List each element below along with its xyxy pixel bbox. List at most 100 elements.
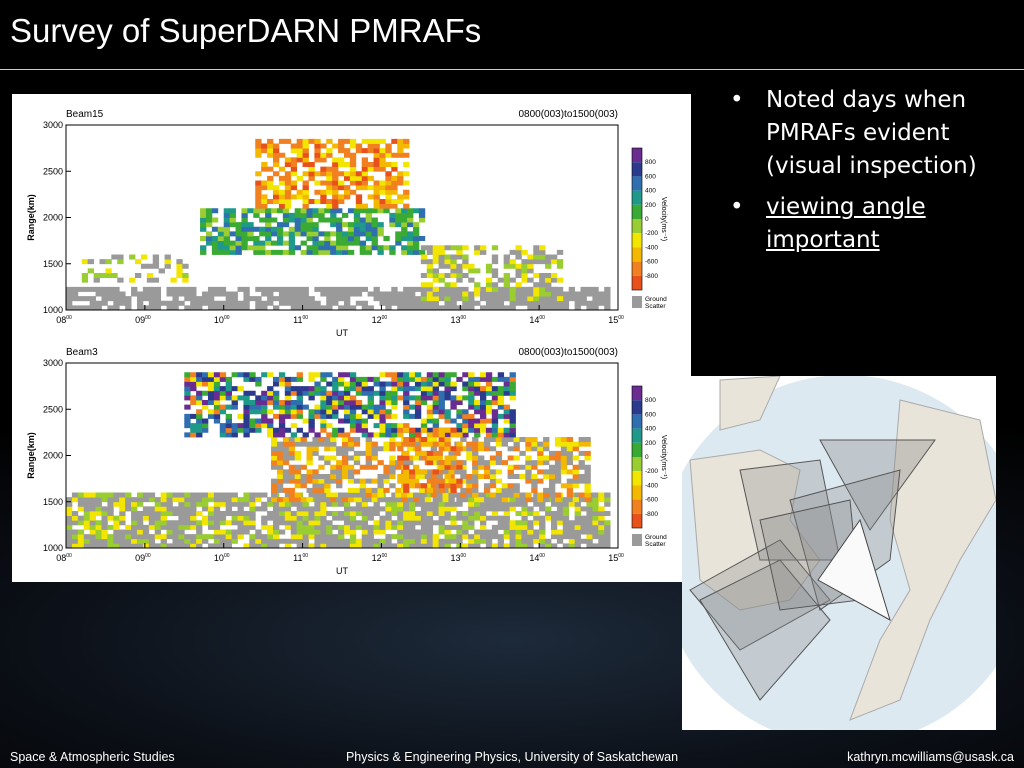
- slide-title: Survey of SuperDARN PMRAFs: [10, 12, 482, 49]
- scatter-cell: [373, 138, 380, 144]
- bullet[interactable]: viewing angle important: [728, 191, 1018, 257]
- scatter-cell: [101, 515, 108, 521]
- scatter-cell: [604, 511, 611, 517]
- scatter-cell: [592, 529, 599, 535]
- scatter-cell: [66, 534, 73, 540]
- scatter-cell: [136, 534, 144, 540]
- scatter-cell: [225, 543, 232, 549]
- scatter-cell: [312, 441, 319, 447]
- scatter-cell: [409, 376, 416, 382]
- scatter-cell: [300, 222, 307, 228]
- scatter-cell: [202, 296, 209, 302]
- scatter-cell: [521, 534, 528, 540]
- scatter-cell: [332, 291, 339, 297]
- scatter-cell: [190, 511, 197, 517]
- scatter-cell: [320, 390, 327, 396]
- scatter-cell: [282, 231, 290, 237]
- scatter-cell: [107, 291, 114, 297]
- scatter-cell: [513, 483, 520, 489]
- scatter-cell: [349, 286, 357, 292]
- scatter-cell: [562, 300, 570, 306]
- scatter-cell: [403, 515, 410, 521]
- scatter-cell: [318, 497, 325, 503]
- scatter-cell: [436, 474, 443, 480]
- scatter-cell: [572, 464, 579, 470]
- scatter-cell: [241, 217, 248, 223]
- scatter-cell: [184, 291, 191, 297]
- scatter-cell: [249, 492, 256, 498]
- scatter-cell: [290, 511, 298, 517]
- scatter-cell: [314, 152, 321, 158]
- scatter-cell: [355, 404, 363, 410]
- scatter-cell: [438, 538, 445, 544]
- scatter-cell: [367, 529, 374, 535]
- scatter-cell: [190, 296, 197, 302]
- scatter-cell: [418, 208, 426, 214]
- scatter-cell: [373, 199, 380, 205]
- bullet-link[interactable]: viewing angle important: [766, 194, 926, 253]
- scatter-cell: [531, 460, 538, 466]
- scatter-cell: [539, 249, 546, 255]
- scatter-cell: [278, 520, 286, 526]
- scatter-cell: [284, 506, 292, 512]
- scatter-cell: [420, 427, 428, 433]
- scatter-cell: [249, 372, 256, 378]
- scatter-cell: [385, 506, 392, 512]
- scatter-cell: [450, 300, 457, 306]
- scatter-cell: [231, 404, 238, 410]
- x-tick-label: 1400: [529, 553, 545, 563]
- scatter-cell: [448, 474, 455, 480]
- scatter-cell: [320, 386, 327, 392]
- x-tick-label: 0800: [56, 553, 72, 563]
- scatter-cell: [332, 203, 339, 209]
- scatter-cell: [278, 152, 286, 158]
- scatter-cell: [278, 423, 286, 429]
- scatter-cell: [432, 543, 439, 549]
- scatter-cell: [503, 277, 510, 283]
- scatter-cell: [176, 273, 183, 279]
- scatter-cell: [330, 455, 337, 461]
- scatter-cell: [533, 534, 540, 540]
- scatter-cell: [278, 372, 286, 378]
- scatter-cell: [213, 404, 221, 410]
- colorbar-swatch: [632, 400, 642, 415]
- scatter-cell: [184, 534, 191, 540]
- colorbar-swatch: [632, 428, 642, 443]
- colorbar-label: 200: [645, 202, 656, 209]
- scatter-cell: [562, 543, 570, 549]
- scatter-cell: [454, 469, 461, 475]
- scatter-cell: [468, 534, 475, 540]
- scatter-cell: [491, 305, 499, 311]
- scatter-cell: [521, 273, 528, 279]
- scatter-cell: [271, 437, 278, 443]
- scatter-cell: [182, 263, 189, 269]
- scatter-cell: [294, 231, 301, 237]
- scatter-cell: [326, 199, 333, 205]
- scatter-cell: [556, 259, 564, 265]
- scatter-cell: [574, 501, 581, 507]
- scatter-cell: [326, 529, 333, 535]
- scatter-cell: [278, 138, 286, 144]
- scatter-cell: [326, 175, 333, 181]
- scatter-cell: [359, 487, 367, 493]
- scatter-cell: [89, 506, 96, 512]
- scatter-cell: [462, 427, 469, 433]
- scatter-cell: [225, 418, 232, 424]
- scatter-cell: [403, 390, 410, 396]
- scatter-cell: [290, 286, 298, 292]
- scatter-cell: [196, 543, 203, 549]
- scatter-cell: [478, 446, 485, 452]
- scatter-cell: [312, 483, 319, 489]
- scatter-cell: [367, 543, 374, 549]
- scatter-cell: [213, 376, 221, 382]
- scatter-cell: [403, 543, 410, 549]
- scatter-cell: [407, 217, 414, 223]
- scatter-cell: [223, 240, 231, 246]
- scatter-cell: [539, 506, 546, 512]
- scatter-cell: [403, 395, 410, 401]
- bullet: Noted days when PMRAFs evident (visual i…: [728, 84, 1018, 183]
- scatter-cell: [202, 376, 209, 382]
- scatter-cell: [385, 194, 392, 200]
- scatter-cell: [225, 413, 232, 419]
- scatter-cell: [320, 376, 327, 382]
